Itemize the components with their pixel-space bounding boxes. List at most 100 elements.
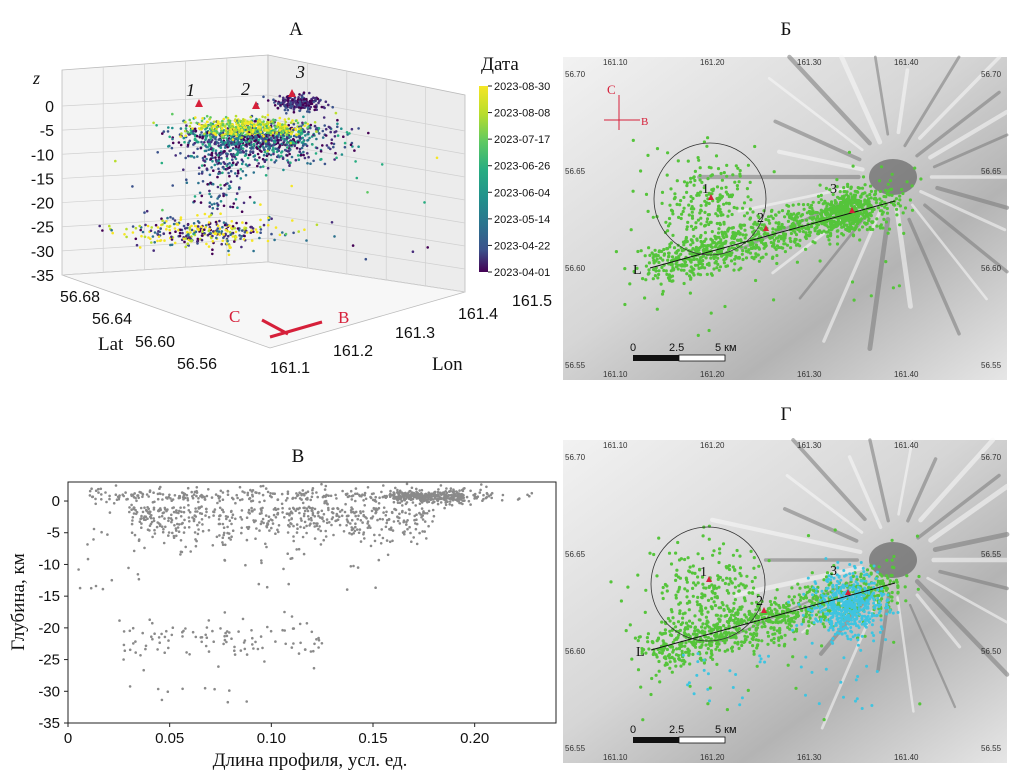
profile-point <box>298 511 301 515</box>
profile-point <box>306 509 310 513</box>
profile-point <box>418 489 422 492</box>
data-point <box>259 123 263 126</box>
data-point <box>197 123 201 126</box>
profile-point <box>130 522 134 526</box>
data-point <box>350 127 354 131</box>
map-point <box>717 204 721 208</box>
relief-ridge <box>907 217 961 336</box>
map-point <box>653 274 658 278</box>
profile-point <box>427 509 431 513</box>
data-point <box>178 231 182 235</box>
data-point <box>222 117 226 121</box>
map-point <box>648 253 652 257</box>
data-point <box>233 119 237 123</box>
data-point <box>221 119 224 123</box>
data-point <box>189 231 192 234</box>
data-point <box>208 215 211 218</box>
map-point <box>707 213 712 217</box>
map-point <box>818 183 822 187</box>
map-point <box>718 223 723 227</box>
lat-tick-label: 56.64 <box>92 311 132 328</box>
data-point <box>252 124 256 128</box>
data-point <box>224 141 227 144</box>
profile-point <box>320 642 324 645</box>
data-point <box>296 98 300 101</box>
data-point <box>216 207 219 211</box>
profile-point <box>315 638 318 641</box>
map-point <box>651 215 655 219</box>
map-point <box>852 205 857 209</box>
map-point <box>830 200 834 204</box>
map-point <box>669 241 674 245</box>
data-point <box>259 145 262 148</box>
data-point <box>225 193 228 197</box>
data-point <box>230 226 233 230</box>
data-point <box>411 250 415 253</box>
map-point <box>819 198 823 202</box>
profile-point <box>317 638 321 642</box>
profile-point <box>108 494 111 498</box>
profile-point <box>528 494 531 498</box>
data-point <box>213 129 217 133</box>
data-point <box>210 126 214 130</box>
data-point <box>301 121 304 125</box>
data-point <box>173 219 177 222</box>
data-point <box>189 121 193 125</box>
map-point <box>698 173 702 178</box>
data-point <box>243 231 247 234</box>
lon-tick-label: 161.1 <box>270 360 310 377</box>
profile-point <box>237 630 240 633</box>
data-point <box>196 237 200 241</box>
map-point <box>733 180 737 184</box>
profile-point <box>292 535 295 538</box>
profile-point <box>260 561 263 565</box>
profile-point <box>380 490 383 494</box>
map-point <box>804 236 809 241</box>
data-point <box>271 134 275 137</box>
profile-point <box>134 640 137 643</box>
profile-point <box>313 525 317 528</box>
data-point <box>152 249 155 252</box>
volcano-1-label: 1 <box>186 80 195 100</box>
data-point <box>207 221 211 224</box>
profile-point <box>230 509 233 513</box>
data-point <box>266 149 269 153</box>
profile-point <box>384 525 388 529</box>
data-point <box>222 221 226 224</box>
map-point <box>843 189 847 194</box>
panel-b-label-3: 3 <box>830 182 837 197</box>
profile-point <box>319 529 323 533</box>
profile-point <box>431 508 435 512</box>
data-point <box>258 118 261 121</box>
profile-point <box>327 506 330 510</box>
data-point <box>287 123 291 127</box>
data-point <box>218 219 221 223</box>
data-point <box>279 101 283 105</box>
profile-point <box>187 509 191 512</box>
z-grid-left <box>61 213 269 228</box>
profile-point <box>461 496 465 500</box>
profile-point <box>108 511 112 514</box>
profile-point <box>197 500 200 504</box>
data-point <box>160 161 164 165</box>
data-point <box>367 131 370 135</box>
data-point <box>216 185 220 189</box>
profile-point <box>295 548 299 551</box>
map-point <box>716 262 720 266</box>
profile-point <box>283 516 286 519</box>
map-point <box>707 222 711 227</box>
data-point <box>259 130 263 134</box>
data-point <box>315 223 319 227</box>
map-point <box>646 153 650 157</box>
profile-point <box>263 660 266 663</box>
map-point <box>863 221 868 225</box>
data-point <box>248 153 252 156</box>
map-point <box>885 206 889 211</box>
data-point <box>268 146 272 150</box>
profile-point <box>144 647 147 651</box>
map-point <box>726 227 731 231</box>
data-point <box>239 168 243 171</box>
data-point <box>295 102 299 106</box>
profile-point <box>150 514 153 517</box>
profile-point <box>140 526 143 529</box>
